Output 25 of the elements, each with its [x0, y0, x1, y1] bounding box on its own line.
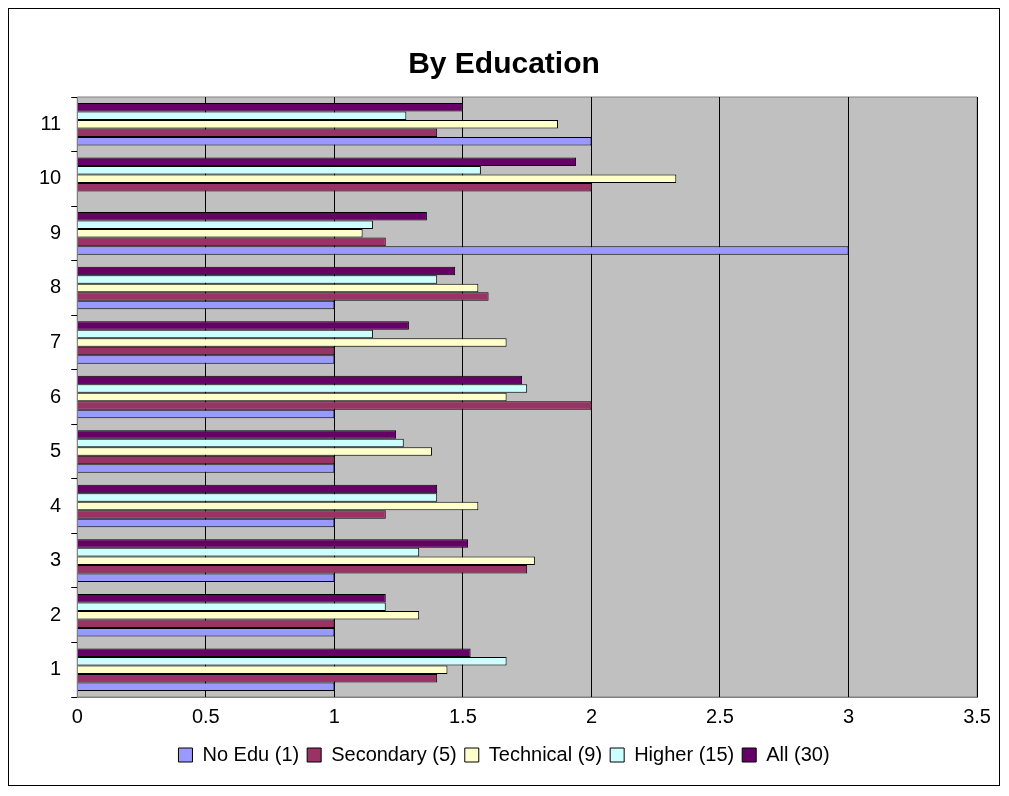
y-tick-label: 6 — [50, 384, 62, 407]
legend-label: All (30) — [766, 742, 830, 765]
x-tick-label: 1 — [328, 704, 340, 727]
y-tick-label: 7 — [50, 329, 62, 352]
x-tick-label: 2.5 — [706, 704, 734, 727]
y-tick-label: 3 — [50, 548, 62, 571]
legend-label: No Edu (1) — [202, 742, 300, 765]
x-tick-label: 2 — [585, 704, 598, 727]
legend-label: Secondary (5) — [331, 742, 457, 765]
y-tick-label: 10 — [39, 166, 62, 189]
x-tick-label: 0.5 — [191, 704, 220, 727]
x-tick-label: 3.5 — [963, 704, 991, 727]
y-tick-label: 11 — [40, 111, 62, 134]
legend-label: Technical (9) — [488, 742, 603, 765]
y-tick-label: 5 — [50, 439, 62, 462]
legend-label: Higher (15) — [634, 742, 735, 765]
x-tick-label: 1.5 — [448, 704, 477, 727]
chart-title: By Education — [408, 46, 600, 80]
y-tick-label: 2 — [50, 602, 62, 625]
y-tick-label: 1 — [50, 657, 62, 680]
y-tick-label: 8 — [50, 275, 62, 298]
x-tick-label: 0 — [71, 704, 83, 727]
y-tick-label: 9 — [50, 220, 62, 243]
y-tick-label: 4 — [50, 493, 62, 516]
x-tick-label: 3 — [842, 704, 855, 727]
